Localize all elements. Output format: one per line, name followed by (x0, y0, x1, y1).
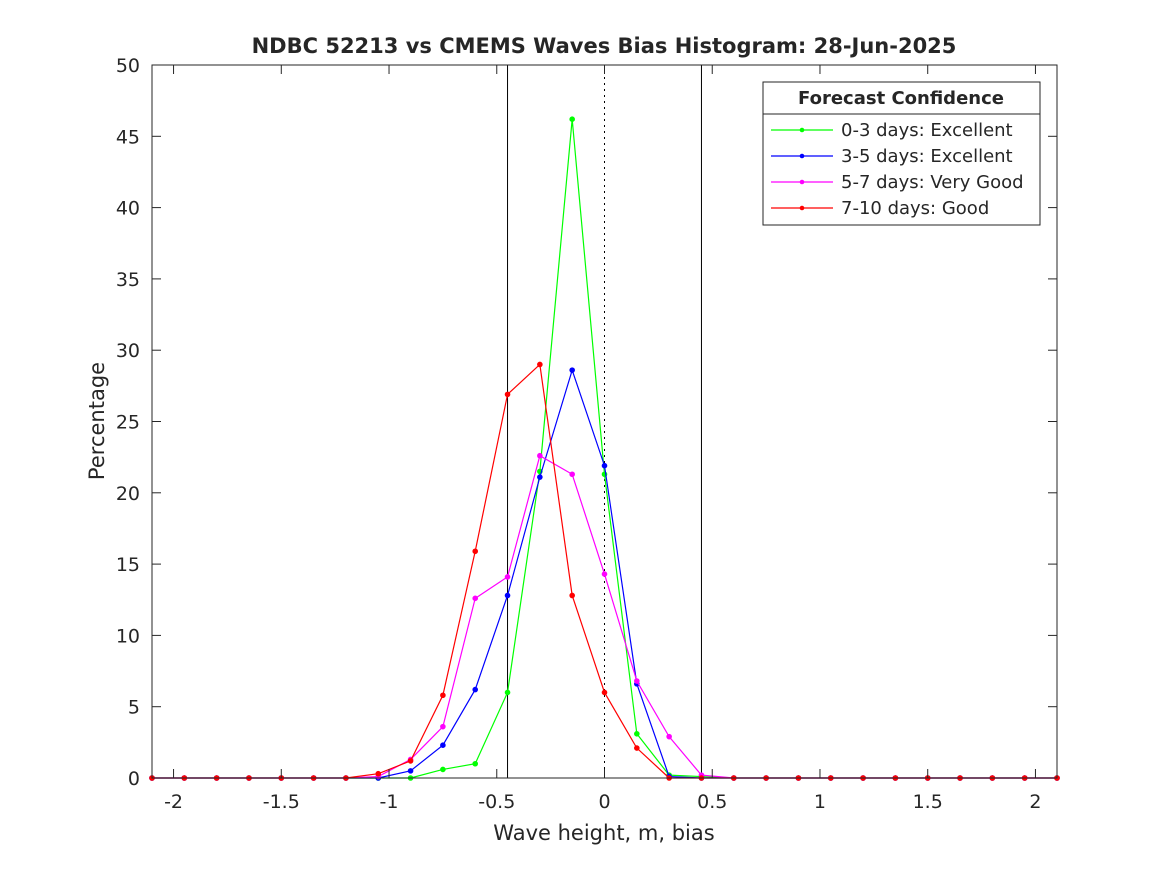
y-axis: 0 5 10 15 20 25 30 35 40 45 50 (116, 55, 1057, 790)
data-point-0-3-days-excellent (440, 766, 446, 773)
y-tick-label: 5 (128, 697, 140, 719)
legend-label: 3-5 days: Excellent (841, 146, 1013, 167)
data-point-5-7-days-very-good (472, 595, 479, 602)
y-tick-label: 15 (116, 554, 140, 576)
data-point-0-3-days-excellent (569, 116, 575, 122)
legend-label: 5-7 days: Very Good (841, 172, 1024, 193)
y-tick-label: 40 (116, 198, 140, 220)
reference-lines (507, 65, 702, 778)
data-point-3-5-days-excellent (569, 367, 575, 373)
legend: Forecast Confidence 0-3 days: Excellent 3… (762, 81, 1041, 226)
data-point-5-7-days-very-good (537, 452, 543, 459)
data-point-5-7-days-very-good (440, 723, 446, 730)
data-point-5-7-days-very-good (504, 574, 511, 580)
y-tick-label: 35 (116, 269, 140, 291)
data-point-7-10-days-good (601, 689, 608, 696)
x-axis-label: Wave height, m, bias (493, 821, 714, 845)
legend-swatch-marker (799, 153, 805, 159)
legend-label: 7-10 days: Good (841, 198, 989, 219)
data-point-7-10-days-good (375, 770, 382, 777)
legend-swatch-marker (799, 205, 805, 211)
x-tick-label: -1 (380, 791, 399, 813)
legend-swatch-marker (799, 179, 805, 185)
y-tick-label: 45 (116, 126, 140, 148)
legend-title: Forecast Confidence (798, 88, 1004, 109)
x-axis: -2 -1.5 -1 -0.5 0 0.5 1 1.5 2 (164, 65, 1041, 813)
x-tick-label: 1.5 (913, 791, 943, 813)
x-tick-label: -0.5 (478, 791, 515, 813)
data-point-7-10-days-good (472, 548, 479, 555)
data-point-3-5-days-excellent (504, 592, 511, 599)
x-tick-label: 0 (598, 791, 610, 813)
data-point-5-7-days-very-good (601, 571, 608, 577)
x-tick-label: -1.5 (263, 791, 300, 813)
legend-item-5-7-days-very-good: 5-7 days: Very Good (771, 172, 1024, 193)
data-point-3-5-days-excellent (407, 768, 414, 774)
data-point-3-5-days-excellent (472, 686, 479, 693)
chart-title: NDBC 52213 vs CMEMS Waves Bias Histogram… (252, 34, 957, 58)
data-point-0-3-days-excellent (634, 730, 640, 737)
legend-item-0-3-days-excellent: 0-3 days: Excellent (771, 120, 1013, 141)
x-tick-label: -2 (164, 791, 183, 813)
data-point-7-10-days-good (569, 592, 575, 599)
data-point-5-7-days-very-good (666, 733, 672, 740)
y-tick-label: 20 (116, 483, 140, 505)
legend-swatch-marker (799, 127, 805, 133)
data-point-7-10-days-good (504, 391, 511, 398)
y-tick-label: 50 (116, 55, 140, 77)
data-point-5-7-days-very-good (634, 678, 640, 684)
y-tick-label: 10 (116, 625, 140, 647)
data-point-5-7-days-very-good (569, 471, 575, 478)
data-point-0-3-days-excellent (504, 689, 511, 696)
data-point-7-10-days-good (537, 361, 543, 368)
data-point-3-5-days-excellent (440, 742, 446, 749)
legend-item-3-5-days-excellent: 3-5 days: Excellent (771, 146, 1013, 167)
y-axis-label: Percentage (85, 362, 109, 480)
data-point-7-10-days-good (440, 692, 446, 699)
x-tick-label: 2 (1029, 791, 1041, 813)
data-point-7-10-days-good (407, 758, 414, 764)
legend-item-7-10-days-good: 7-10 days: Good (771, 198, 989, 219)
data-point-3-5-days-excellent (601, 462, 608, 469)
x-tick-label: 0.5 (697, 791, 727, 813)
data-point-3-5-days-excellent (537, 474, 543, 480)
legend-label: 0-3 days: Excellent (841, 120, 1013, 141)
legend-items: 0-3 days: Excellent 3-5 days: Excellent 5-… (771, 120, 1024, 219)
legend-box (762, 81, 1041, 226)
y-tick-label: 0 (128, 768, 140, 790)
data-point-0-3-days-excellent (472, 760, 479, 767)
y-tick-label: 25 (116, 412, 140, 434)
data-point-7-10-days-good (634, 745, 640, 751)
y-tick-label: 30 (116, 340, 140, 362)
x-tick-label: 1 (814, 791, 826, 813)
